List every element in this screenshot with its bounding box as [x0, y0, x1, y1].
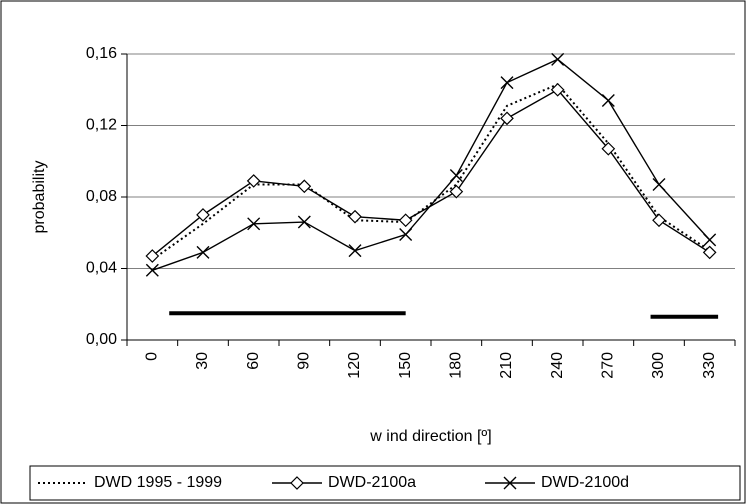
x-tick-label: 0: [144, 352, 161, 361]
marker-cross: [247, 217, 261, 231]
x-tick-label: 90: [296, 352, 313, 370]
marker-diamond: [500, 111, 514, 126]
x-tick-label: 150: [397, 352, 414, 379]
marker-diamond: [652, 213, 666, 228]
marker-diamond: [449, 184, 464, 199]
x-tick-label: 300: [650, 352, 667, 379]
marker-cross: [503, 476, 517, 490]
legend-label: DWD-2100d: [541, 474, 629, 491]
x-tick-label: 210: [498, 352, 515, 379]
x-tick-label: 240: [549, 352, 566, 379]
marker-cross: [399, 228, 413, 242]
marker-cross: [652, 177, 666, 191]
marker-diamond: [196, 208, 210, 222]
x-tick-label: 330: [701, 352, 718, 379]
marker-cross: [196, 245, 210, 259]
x-tick-label: 120: [346, 352, 363, 379]
x-tick-label: 270: [600, 352, 617, 379]
marker-cross: [297, 215, 311, 229]
marker-diamond: [145, 249, 160, 263]
legend-label: DWD 1995 - 1999: [94, 474, 222, 491]
marker-cross: [348, 244, 362, 258]
marker-diamond: [290, 476, 304, 490]
marker-cross: [551, 52, 565, 66]
marker-diamond: [297, 179, 312, 194]
marker-cross: [145, 263, 159, 277]
marker-cross: [449, 169, 463, 183]
marker-diamond: [601, 141, 616, 156]
y-tick-label: 0,16: [86, 45, 117, 62]
y-tick-label: 0,08: [86, 188, 117, 205]
y-tick-label: 0,00: [86, 331, 117, 348]
marker-diamond: [550, 82, 565, 97]
y-axis-title: probability: [31, 161, 48, 234]
x-tick-label: 30: [194, 352, 211, 370]
series-line: [151, 83, 711, 261]
marker-cross: [703, 233, 717, 247]
legend-label: DWD-2100a: [328, 474, 416, 491]
x-tick-label: 180: [448, 352, 465, 379]
marker-cross: [500, 76, 514, 90]
marker-diamond: [702, 245, 717, 260]
marker-cross: [601, 93, 615, 107]
series-line: [152, 58, 711, 271]
x-tick-label: 60: [245, 352, 262, 370]
marker-diamond: [246, 174, 261, 188]
marker-diamond: [348, 209, 362, 224]
x-axis-title: w ind direction [º]: [369, 428, 491, 445]
y-tick-label: 0,04: [86, 260, 117, 277]
y-tick-label: 0,12: [86, 117, 117, 134]
legend-box: [29, 465, 741, 501]
marker-diamond: [398, 213, 413, 228]
